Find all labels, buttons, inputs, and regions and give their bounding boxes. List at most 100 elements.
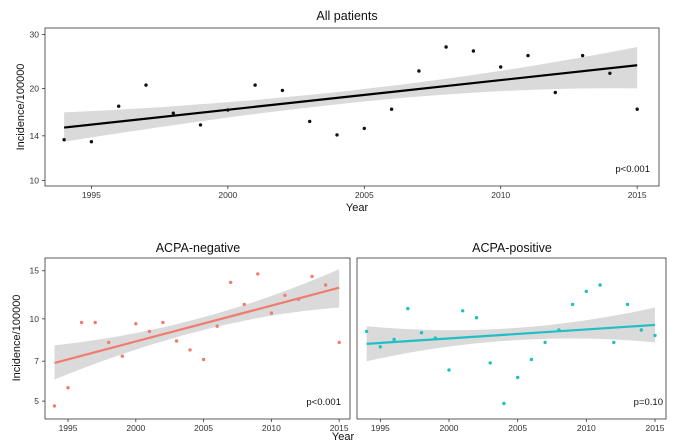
data-point [253,83,257,87]
y-tick-label: 10 [30,176,40,186]
data-point [444,45,448,49]
p-value-label: p<0.001 [306,397,341,408]
data-point [553,90,557,95]
y-tick-label: 20 [30,83,40,93]
data-point [280,88,285,93]
data-point [447,368,451,372]
x-tick-label: 1995 [82,190,101,200]
data-point [433,336,437,340]
data-point [171,111,175,115]
y-tick-label: 30 [30,29,40,39]
data-point [502,401,506,406]
data-point [144,83,148,87]
panel-acpa-positive: ACPA-positive 1995 2000 2005 2010 2015 p=0.1… [356,241,667,433]
x-tick-label: 2000 [440,423,459,433]
fit-line [366,323,656,345]
data-point [337,340,341,345]
data-point [52,404,57,408]
data-point [134,322,138,326]
x-tick-label: 2015 [628,190,647,200]
data-point [406,306,410,311]
y-axis-label: Incidence/100000 [15,64,27,151]
data-point [499,65,503,69]
data-point [364,329,369,334]
data-point [570,302,575,307]
data-point [229,280,233,285]
data-point [529,357,534,362]
data-point [283,293,287,297]
data-point [598,283,602,287]
data-point [392,337,396,342]
data-point [488,361,492,365]
data-point [471,49,476,53]
data-point [419,331,424,335]
panel-acpa-negative: ACPA-negative 1995 2000 2005 2010 2015 5 7 10 15… [11,241,354,443]
data-point [323,283,328,287]
data-point [79,320,84,325]
data-point [608,71,612,76]
x-tick-label: 2000 [126,423,145,433]
data-point [308,119,312,124]
data-point [516,375,520,380]
data-point [242,302,246,307]
x-tick-label: 2010 [491,190,510,200]
data-point [625,302,630,307]
fit-line [63,64,638,129]
plot-frame [356,257,667,420]
data-point [296,297,301,301]
p-value-label: p<0.001 [615,164,650,175]
x-tick-label: 2015 [646,423,665,433]
data-point [62,138,66,142]
data-point [526,53,530,58]
data-point [215,324,219,328]
data-point [256,272,260,276]
data-point [474,316,479,320]
data-point [117,104,121,108]
p-value-label: p=0.10 [634,397,663,408]
data-point [174,339,179,343]
x-axis-label: Year [332,431,355,443]
data-point [653,333,657,338]
data-point [198,123,203,127]
data-point [201,357,206,362]
data-point [107,340,111,345]
x-tick-label: 2005 [355,190,374,200]
y-tick-label: 14 [30,131,40,141]
data-point [66,386,70,390]
data-point [557,328,561,332]
data-point [335,133,339,137]
panel-all-patients: All patients 1995 2000 2005 2010 2015 10 14 20 3… [15,9,660,214]
data-point [580,53,585,58]
plot-frame [44,27,660,187]
fit-line [54,286,340,364]
panel-title: All patients [316,9,377,23]
data-point [188,348,192,352]
data-point [93,320,97,325]
data-point [269,311,274,315]
data-point [635,107,639,111]
panel-title: ACPA-negative [156,241,241,255]
data-point [362,126,366,131]
x-tick-label: 1995 [59,423,78,433]
plot-frame [44,257,351,420]
x-axis-label: Year [346,202,369,214]
data-point [120,354,125,358]
data-point [389,107,394,111]
data-point [612,340,616,345]
data-point [378,345,382,349]
y-axis-label: Incidence/100000 [11,295,23,382]
x-tick-label: 2000 [218,190,237,200]
panel-title: ACPA-positive [472,241,552,255]
data-point [639,328,643,332]
data-point [226,108,230,112]
x-tick-label: 2010 [577,423,596,433]
y-tick-label: 15 [30,266,40,276]
y-tick-label: 5 [34,396,39,406]
y-tick-label: 10 [30,314,40,324]
data-point [161,320,165,325]
x-tick-label: 1995 [371,423,390,433]
data-point [147,329,152,334]
data-point [89,140,94,144]
data-point [461,309,465,313]
confidence-band [64,47,638,142]
